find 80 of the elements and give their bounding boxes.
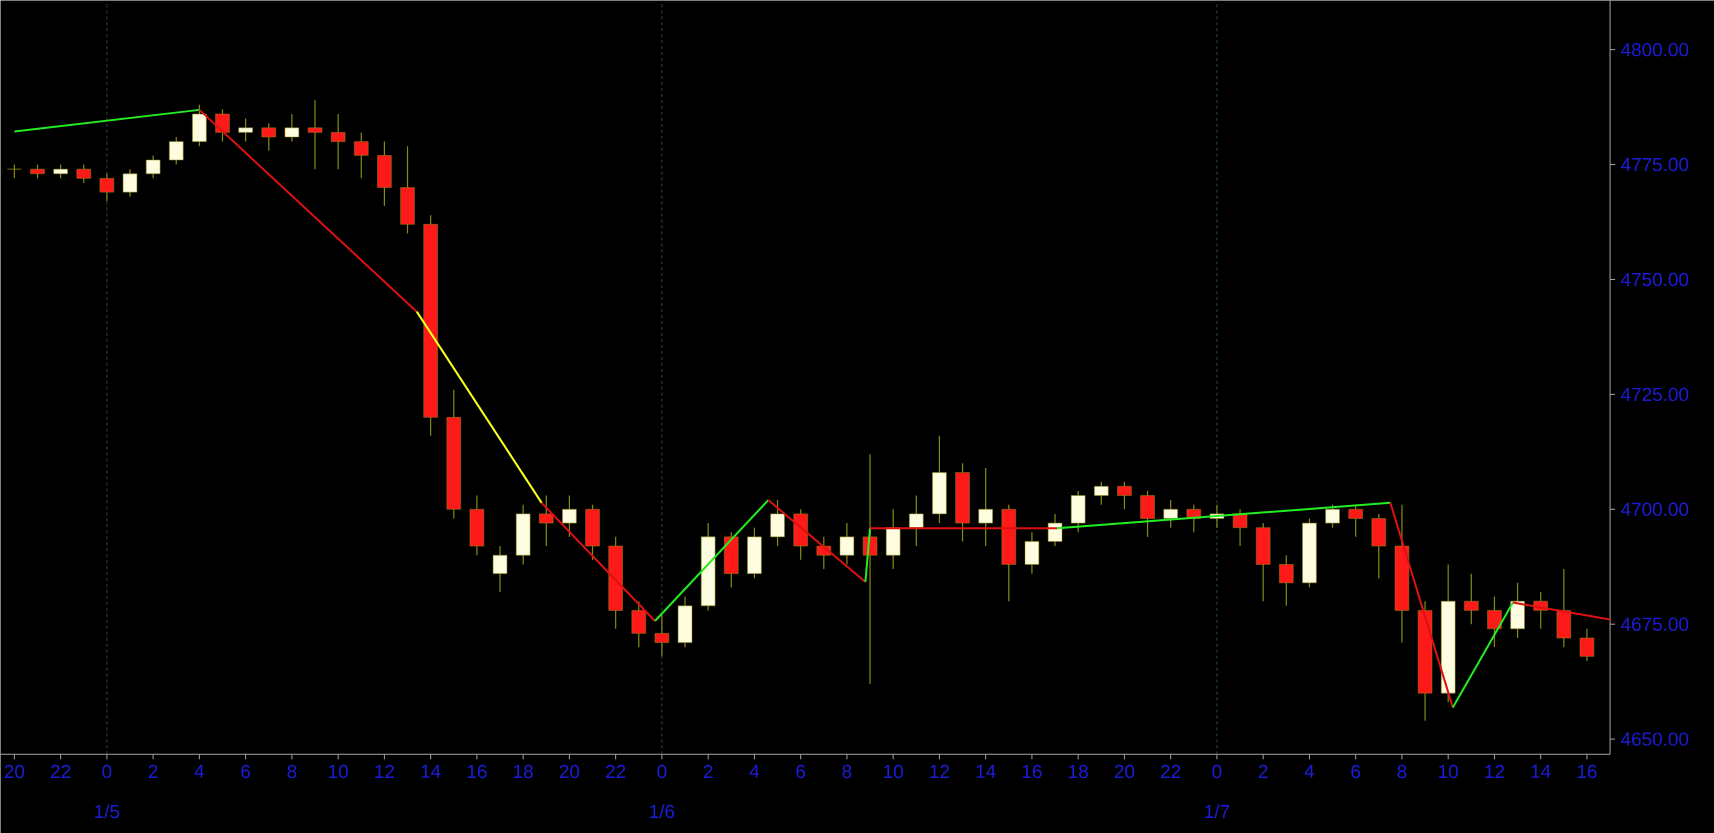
x-tick-label: 10 (329, 764, 348, 779)
x-tick-label: 20 (4, 764, 25, 779)
y-tick-label: 4650.00 (1621, 732, 1689, 746)
y-tick-label: 4800.00 (1621, 42, 1689, 57)
candlestick (1348, 503, 1363, 538)
x-tick-label: 14 (976, 764, 996, 778)
candlestick (145, 154, 161, 179)
x-tick-label: 16 (1022, 764, 1042, 779)
candlestick (1232, 508, 1248, 547)
candlestick (770, 499, 785, 547)
candlestick (1325, 503, 1340, 529)
x-tick-label: 16 (467, 764, 487, 779)
candlestick (1140, 490, 1155, 538)
x-tick-label: 6 (241, 764, 251, 779)
candlestick (539, 494, 554, 547)
y-tick-label: 4675.00 (1621, 617, 1689, 631)
x-tick-label: 14 (1531, 764, 1551, 778)
candlestick (839, 522, 855, 565)
candlestick (1094, 480, 1109, 506)
x-tick-label: 10 (884, 764, 903, 779)
x-tick-label: 12 (1485, 764, 1505, 778)
candlestick (284, 113, 300, 143)
x-tick-label: 22 (606, 764, 626, 778)
x-tick-label: 6 (796, 764, 806, 779)
candlestick (1163, 499, 1178, 529)
y-tick-label: 4750.00 (1621, 272, 1689, 287)
x-tick-label: 16 (1577, 764, 1597, 779)
text: 1/5 (95, 804, 120, 819)
candlestick (1464, 572, 1479, 625)
candlestick (215, 108, 230, 143)
x-tick-label: 22 (1161, 764, 1181, 778)
y-tick-label: 4700.00 (1621, 502, 1689, 516)
candlestick (909, 494, 924, 547)
candlestick (654, 614, 670, 657)
x-tick-label: 4 (749, 764, 760, 778)
x-tick-label: 8 (842, 764, 852, 779)
x-tick-label: 20 (1114, 764, 1135, 779)
x-tick-label: 18 (1069, 764, 1088, 779)
x-tick-label: 12 (930, 764, 949, 778)
x-tick-label: 2 (1258, 764, 1268, 778)
x-tick-label: 4 (1304, 764, 1315, 778)
candlestick (261, 122, 276, 152)
candlestick (122, 168, 138, 198)
x-tick-label: 0 (102, 764, 112, 779)
candlestick (492, 545, 508, 593)
x-tick-label: 4 (194, 764, 205, 778)
candlestick (562, 494, 577, 538)
text: 1/6 (650, 804, 675, 819)
candlestick (169, 136, 184, 166)
candlestick (631, 600, 646, 648)
candlestick (354, 131, 369, 179)
candlestick (330, 113, 346, 170)
x-tick-label: 0 (657, 764, 667, 779)
candlestick (238, 117, 253, 143)
x-tick-label: 0 (1212, 764, 1222, 779)
x-tick-label: 14 (421, 764, 441, 778)
x-tick-label: 2 (148, 764, 158, 778)
y-tick-label: 4725.00 (1621, 387, 1689, 401)
candlestick (978, 467, 993, 547)
candlestick (1279, 554, 1294, 607)
candlestick (1579, 628, 1595, 662)
y-tick-label: 4775.00 (1621, 157, 1689, 172)
x-tick-label: 22 (51, 764, 71, 778)
candlestick (76, 163, 91, 184)
x-tick-label: 8 (287, 764, 297, 779)
candlestick (1047, 513, 1063, 547)
x-tick-label: 12 (375, 764, 394, 778)
x-tick-label: 18 (514, 764, 533, 779)
x-tick-label: 8 (1397, 764, 1407, 779)
candlestick (1487, 595, 1502, 648)
x-tick-label: 10 (1439, 764, 1458, 779)
candlestick (1117, 480, 1132, 510)
candlestick (307, 99, 323, 170)
x-tick-label: 6 (1351, 764, 1361, 779)
x-tick-label: 2 (703, 764, 713, 778)
candlestick (99, 173, 115, 202)
text: 1/7 (1205, 804, 1230, 819)
candlestick (1024, 531, 1040, 575)
x-tick-label: 20 (559, 764, 580, 779)
candlestick (862, 453, 878, 685)
